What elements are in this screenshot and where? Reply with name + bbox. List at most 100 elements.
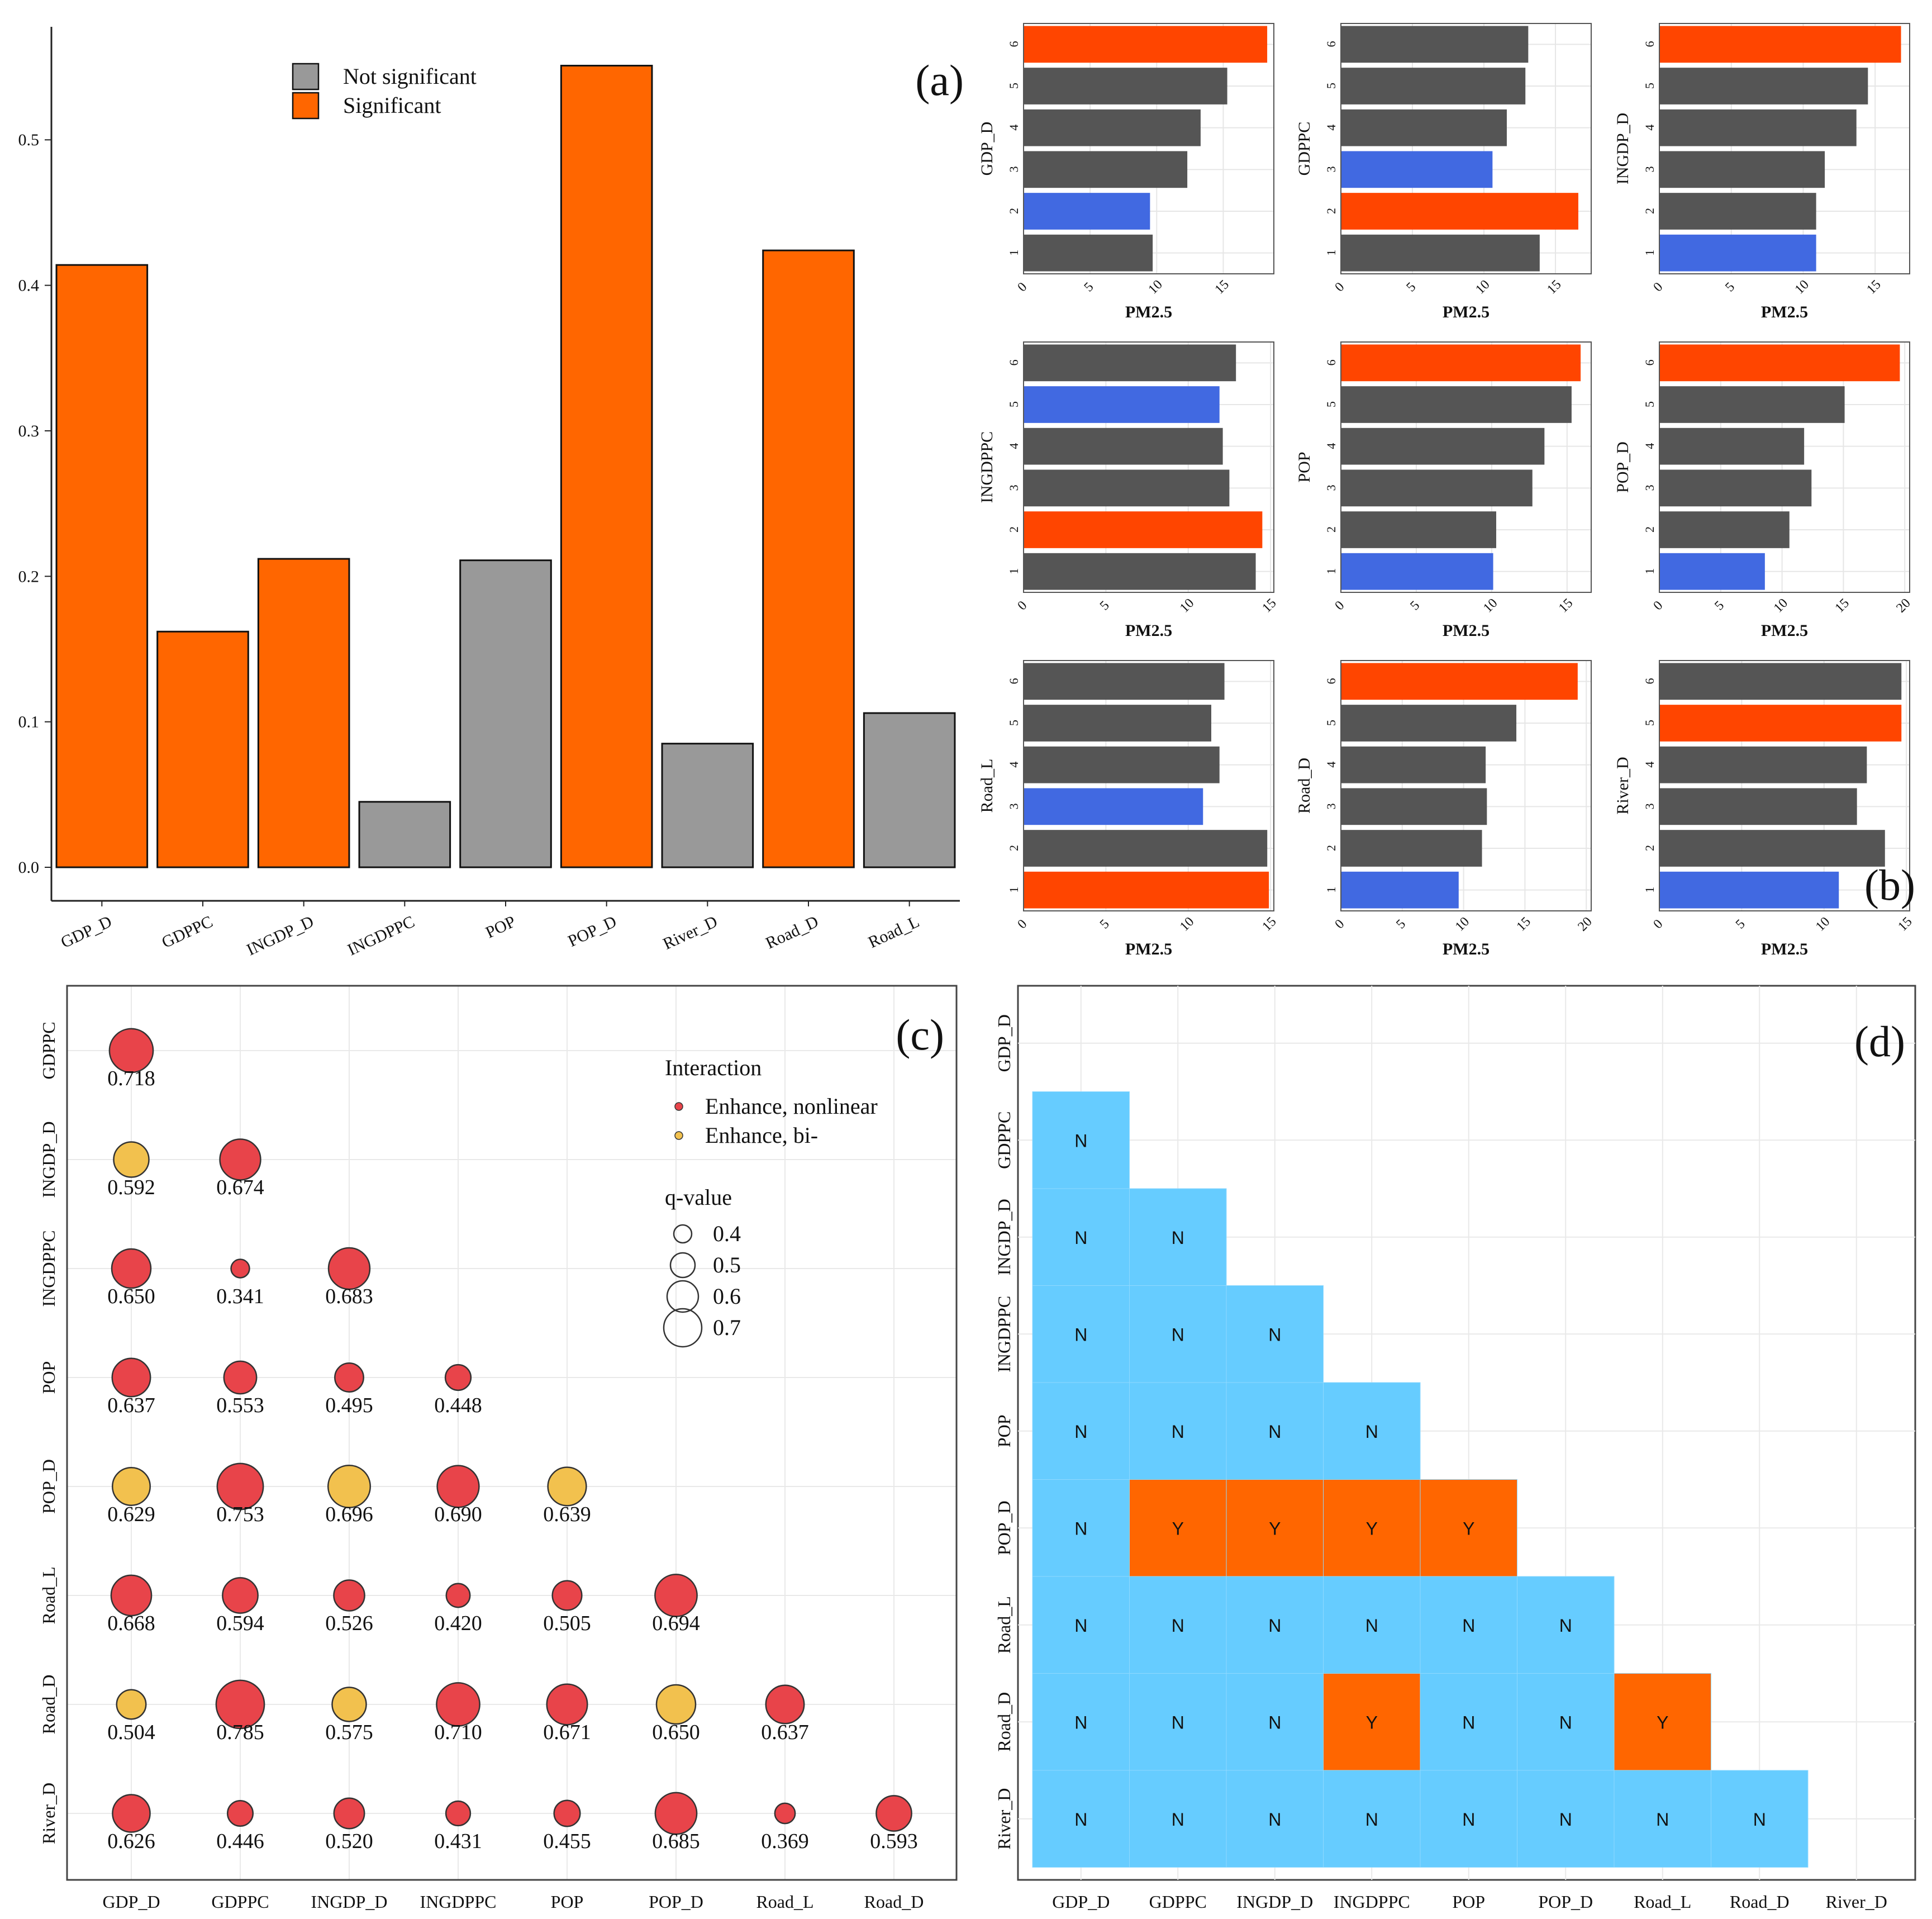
bar-road-l-6: [1024, 663, 1225, 700]
x-tick-label: INGDPPC: [1334, 1892, 1410, 1912]
y-tick-label: 1: [1007, 568, 1021, 574]
bubble-road-l-gdppc: [222, 1577, 259, 1614]
y-tick-label: 1: [1324, 568, 1338, 574]
cell-flag: N: [1172, 1422, 1184, 1442]
bubble-ingdppc-gdppc: [230, 1258, 250, 1279]
y-tick-label: 0.5: [18, 131, 40, 149]
bubble-value: 0.448: [434, 1394, 482, 1417]
cell-flag: N: [1268, 1712, 1281, 1732]
y-tick-label: 3: [1324, 166, 1338, 172]
y-tick-label: 1: [1324, 250, 1338, 256]
bubble-river-d-road-l: [774, 1802, 796, 1825]
bar-road-d-4: [1341, 746, 1486, 783]
y-tick-label: 3: [1324, 484, 1338, 491]
bubble-pop-ingdppc: [444, 1364, 472, 1391]
cell-pop-ingdp-d: [1226, 1382, 1324, 1480]
y-tick-label: 4: [1643, 125, 1657, 131]
y-tick-label: 2: [1007, 845, 1021, 851]
bar-pop-1: [1341, 553, 1493, 590]
y-tick-label: 2: [1007, 208, 1021, 214]
cell-flag: N: [1074, 1616, 1087, 1636]
y-tick-label: 1: [1643, 568, 1657, 574]
cell-flag: N: [1268, 1616, 1281, 1636]
plot-frame: [1659, 660, 1910, 911]
plot-frame: [1340, 660, 1592, 911]
cell-flag: N: [1172, 1228, 1184, 1248]
cell-flag: Y: [1269, 1518, 1281, 1538]
plot-frame: [1023, 341, 1274, 593]
y-tick-label: 1: [1007, 887, 1021, 893]
y-tick-label: 5: [1324, 83, 1338, 89]
y-tick-label: 5: [1007, 401, 1021, 407]
y-axis-title: INGDPPC: [978, 431, 996, 503]
bubble-value: 0.690: [434, 1503, 482, 1526]
bubble-road-d-road-l: [765, 1684, 805, 1725]
bar-gdp-d-1: [1024, 234, 1153, 272]
bar-river-d-5: [1659, 705, 1902, 742]
bubble-value: 0.420: [434, 1612, 482, 1635]
cell-flag: N: [1268, 1422, 1281, 1442]
bubble-pop-d-pop: [547, 1466, 587, 1507]
bubble-ingdppc-gdp-d: [111, 1248, 152, 1289]
bar-gdp-d-4: [1024, 109, 1201, 146]
cell-pop-d-gdppc: [1129, 1479, 1227, 1577]
cell-road-d-ingdp-d: [1226, 1673, 1324, 1771]
bar-gdppc-5: [1341, 68, 1526, 104]
cell-river-d-road-l: [1614, 1770, 1711, 1868]
legend-label-not-significant: Not significant: [343, 64, 477, 89]
y-tick-label: 0.3: [18, 422, 40, 440]
legend-size-label: 0.5: [713, 1252, 741, 1277]
bubble-pop-d-ingdppc: [436, 1465, 480, 1508]
bubble-value: 0.718: [107, 1067, 155, 1090]
bar-road-d: [762, 249, 855, 868]
bubble-value: 0.495: [325, 1394, 373, 1417]
y-tick-label: POP: [994, 1414, 1014, 1447]
bar-gdppc-2: [1341, 193, 1578, 230]
bubble-river-d-gdp-d: [112, 1794, 151, 1833]
legend-title-qvalue: q-value: [665, 1185, 732, 1210]
y-tick-label: 1: [1643, 250, 1657, 256]
y-tick-label: 0.0: [18, 858, 40, 877]
bubble-value: 0.553: [216, 1394, 264, 1417]
cell-river-d-ingdppc: [1323, 1770, 1421, 1868]
cell-pop-gdp-d: [1032, 1382, 1130, 1480]
bar-pop-5: [1341, 386, 1572, 423]
panel-d-significance-grid: N N N N N N N N N N N Y Y Y Y N N N N N N N N N Y N N Y N N N N N N N N GDP_…: [994, 985, 1916, 1912]
bar-ingdppc: [358, 801, 451, 868]
bubble-value: 0.710: [434, 1721, 482, 1744]
bubble-value: 0.671: [543, 1721, 591, 1744]
y-tick-label: 2: [1007, 526, 1021, 533]
y-tick-label: 6: [1324, 678, 1338, 684]
bubble-value: 0.626: [107, 1830, 155, 1853]
y-axis-title: POP_D: [1614, 441, 1632, 493]
cell-flag: N: [1656, 1809, 1669, 1830]
cell-road-d-gdppc: [1129, 1673, 1227, 1771]
cell-flag: N: [1074, 1130, 1087, 1151]
y-tick-label: 2: [1643, 845, 1657, 851]
bar-road-l-4: [1024, 746, 1220, 783]
cell-flag: N: [1172, 1809, 1184, 1830]
cell-road-l-pop-d: [1517, 1576, 1615, 1674]
y-tick-label: INGDPPC: [39, 1231, 59, 1307]
panel-c-interaction-bubbles: 0.718 0.592 0.674 0.650 0.341 0.683 0.637 0.553…: [39, 985, 958, 1912]
cell-flag: N: [1074, 1712, 1087, 1732]
plot-frame: [1340, 23, 1592, 274]
x-tick-label: POP_D: [1538, 1892, 1593, 1912]
panel-label: (c): [896, 1010, 944, 1059]
cell-road-d-pop: [1420, 1673, 1517, 1771]
legend-size-key: [669, 1252, 696, 1279]
cell-flag: N: [1559, 1616, 1572, 1636]
y-tick-label: 4: [1007, 125, 1021, 131]
panel-label: (b): [1864, 861, 1915, 909]
bubble-value: 0.668: [107, 1612, 155, 1635]
y-tick-label: Road_D: [994, 1692, 1014, 1752]
x-axis-title: PM2.5: [1761, 303, 1808, 321]
bubble-river-d-ingdppc: [445, 1800, 472, 1827]
bubble-road-l-pop-d: [654, 1574, 698, 1617]
cell-flag: Y: [1172, 1518, 1184, 1538]
y-tick-label: INGDP_D: [994, 1199, 1014, 1275]
